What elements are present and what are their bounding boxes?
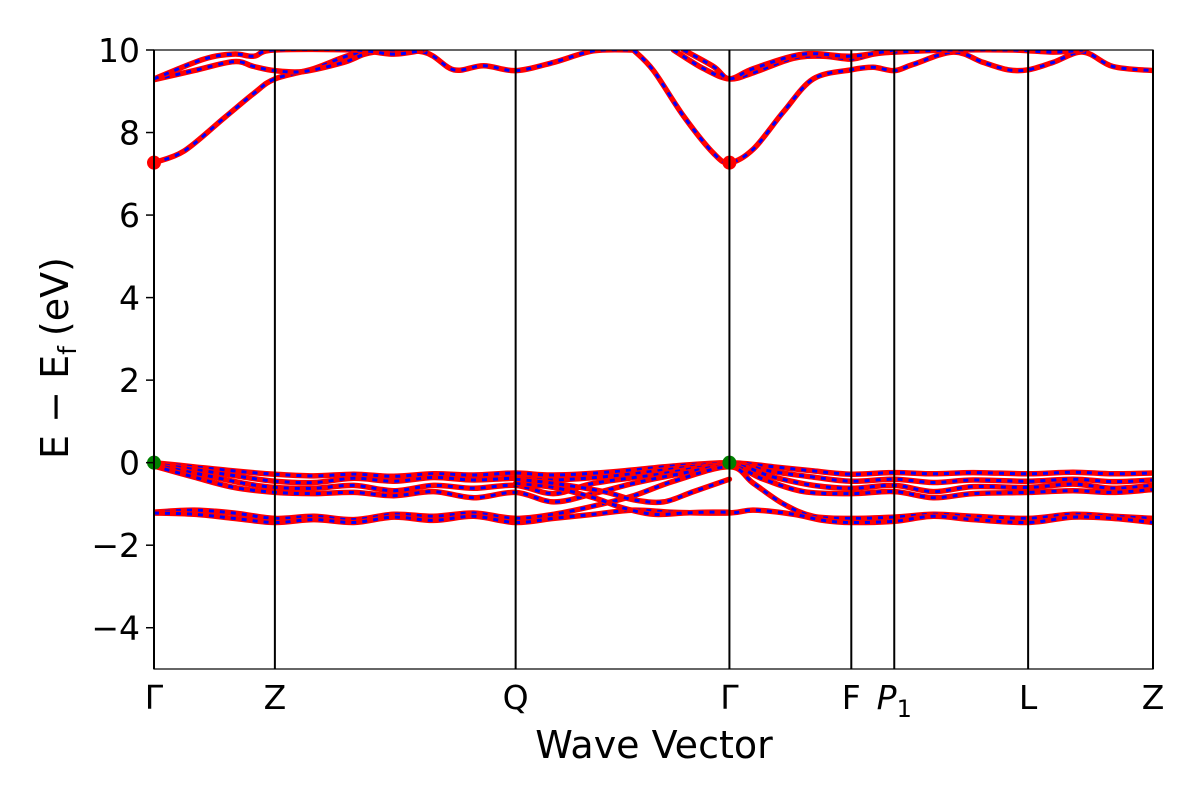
- band-line-down-6: [154, 461, 1153, 478]
- y-tick-label-6: 8: [119, 114, 140, 153]
- x-tick-label-7: Z: [1142, 678, 1165, 717]
- band-line-down-3: [632, 50, 1153, 165]
- y-tick-label-4: 4: [119, 279, 140, 318]
- y-tick-label-5: 6: [119, 196, 140, 235]
- band-line-down-0: [154, 50, 394, 165]
- x-axis-label: Wave Vector: [535, 723, 773, 767]
- y-tick-label-7: 10: [98, 31, 140, 70]
- y-axis-label-unit: (eV): [33, 257, 77, 336]
- band-line-down-12: [515, 481, 730, 516]
- x-tick-label-2: Q: [503, 678, 529, 717]
- x-tick-label-0: Γ: [145, 678, 164, 717]
- y-axis-label: E − Ef (eV): [33, 257, 82, 459]
- x-tick-label-6: L: [1019, 678, 1038, 717]
- band-line-down-10: [154, 465, 1153, 522]
- plot-frame: [153, 49, 1154, 670]
- x-axis-ticks: Γ Z Q Γ F P1 L Z: [145, 678, 1165, 723]
- y-axis-label-subscript: f: [53, 345, 82, 355]
- band-line-down-5: [682, 50, 895, 81]
- band-line-down-1: [154, 50, 634, 82]
- x-tick-label-5: P1: [877, 678, 912, 723]
- y-tick-label-0: −4: [91, 609, 140, 648]
- band-line-down-7: [154, 461, 1153, 485]
- y-tick-label-1: −2: [91, 526, 140, 565]
- x-tick-label-1: Z: [264, 678, 287, 717]
- x-tick-label-3: Γ: [720, 678, 739, 717]
- band-lines: [154, 50, 1153, 526]
- y-tick-label-3: 2: [119, 361, 140, 400]
- band-line-down-9: [154, 464, 1153, 504]
- y-tick-label-2: 0: [119, 444, 140, 483]
- band-line-up-11: [154, 507, 1153, 526]
- y-axis-label-main: E − E: [33, 355, 77, 459]
- extrema-markers: [147, 155, 737, 470]
- kpoint-lines: [153, 50, 1154, 669]
- band-line-down-2: [154, 50, 424, 81]
- y-axis-ticks: −4 −2 0 2 4 6 8 10: [91, 31, 154, 648]
- x-tick-label-4: F: [842, 678, 861, 717]
- band-line-down-8: [154, 463, 1153, 496]
- band-line-up-13: [512, 476, 733, 506]
